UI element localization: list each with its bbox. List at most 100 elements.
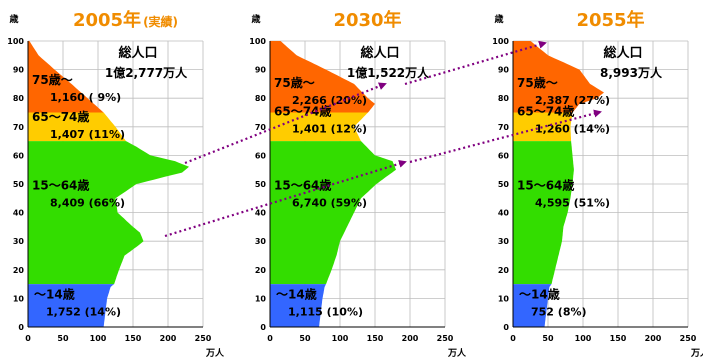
band-age_0_14	[270, 284, 326, 327]
y-unit-label: 歳	[8, 13, 18, 25]
band-age_65_74	[270, 112, 368, 142]
group-value-age_75_plus: 2,266 (20%)	[292, 94, 367, 107]
group-name-age_0_14: ～14歳	[519, 286, 560, 301]
y-tick-label: 40	[13, 209, 25, 218]
group-value-age_0_14: 1,115 (10%)	[288, 305, 363, 318]
chart-title: 2055年	[576, 9, 644, 31]
x-tick-label: 100	[332, 334, 349, 343]
chart-panel-1: 0 10 20 30 40 50 60 70 80 90 100 歳 0 50 100 150 200 250 万人…	[7, 9, 225, 359]
y-tick-label: 20	[255, 266, 267, 275]
cohort-shift-arrow	[164, 159, 407, 238]
group-name-age_65_74: 65～74歳	[274, 103, 331, 118]
y-unit-label: 歳	[493, 13, 503, 25]
y-tick-label: 0	[503, 323, 509, 332]
y-unit-label: 歳	[250, 13, 260, 25]
y-tick-label: 60	[498, 151, 510, 160]
x-tick-label: 0	[510, 334, 516, 343]
y-tick-label: 40	[255, 209, 267, 218]
x-unit-label: 万人	[690, 347, 703, 359]
chart-title: 2005年 (実績)	[73, 9, 178, 31]
y-tick-label: 70	[255, 123, 267, 132]
total-population-label: 総人口	[118, 45, 157, 61]
shift-arrows	[164, 40, 602, 238]
group-name-age_15_64: 15～64歳	[32, 178, 89, 193]
group-value-age_15_64: 8,409 (66%)	[50, 197, 125, 210]
y-tick-label: 50	[498, 180, 510, 189]
y-tick-label: 70	[498, 123, 510, 132]
chart-panel-3: 0 10 20 30 40 50 60 70 80 90 100 歳 0 50 100 150 200 250 万人…	[492, 9, 703, 359]
y-tick-label: 10	[498, 294, 510, 303]
y-tick-label: 10	[255, 294, 267, 303]
group-name-age_75_plus: 75歳～	[274, 75, 315, 90]
y-tick-label: 30	[13, 237, 25, 246]
y-tick-label: 70	[13, 123, 25, 132]
x-tick-label: 100	[575, 334, 592, 343]
group-name-age_0_14: ～14歳	[276, 286, 317, 301]
y-tick-label: 50	[13, 180, 25, 189]
total-population-label: 総人口	[603, 45, 642, 61]
cohort-shift-arrow	[184, 82, 387, 165]
band-age_15_64	[513, 141, 574, 285]
x-tick-label: 0	[25, 334, 31, 343]
group-value-age_15_64: 6,740 (59%)	[292, 197, 367, 210]
x-tick-label: 200	[645, 334, 662, 343]
band-age_15_64	[28, 141, 189, 285]
y-tick-label: 90	[13, 66, 25, 75]
y-tick-label: 20	[498, 266, 510, 275]
y-tick-label: 100	[7, 37, 24, 46]
group-value-age_75_plus: 1,160 ( 9%)	[50, 91, 121, 104]
y-tick-label: 30	[255, 237, 267, 246]
band-age_75_plus	[28, 41, 104, 113]
x-tick-label: 50	[542, 334, 554, 343]
group-name-age_0_14: ～14歳	[34, 286, 75, 301]
x-tick-label: 50	[57, 334, 69, 343]
total-population-value: 1億2,777万人	[105, 65, 188, 80]
x-tick-label: 150	[367, 334, 384, 343]
chart-title-main: 2005年	[73, 9, 141, 31]
x-tick-label: 250	[680, 334, 697, 343]
group-name-age_75_plus: 75歳～	[517, 75, 558, 90]
y-tick-label: 100	[492, 37, 509, 46]
x-tick-label: 0	[267, 334, 273, 343]
y-tick-label: 30	[498, 237, 510, 246]
y-tick-label: 100	[249, 37, 266, 46]
group-name-age_15_64: 15～64歳	[274, 178, 331, 193]
x-unit-label: 万人	[447, 347, 467, 359]
y-tick-label: 80	[255, 94, 267, 103]
chart-panel-2: 0 10 20 30 40 50 60 70 80 90 100 歳 0 50 100 150 200 250 万人…	[249, 9, 467, 359]
chart-title-main: 2030年	[333, 9, 401, 31]
total-population-value: 8,993万人	[600, 65, 663, 80]
band-age_65_74	[28, 112, 126, 142]
y-tick-label: 10	[13, 294, 25, 303]
cohort-shift-arrow	[404, 40, 547, 86]
y-tick-label: 90	[498, 66, 510, 75]
group-value-age_65_74: 1,407 (11%)	[50, 128, 125, 141]
group-value-age_15_64: 4,595 (51%)	[535, 197, 610, 210]
total-population-value: 1億1,522万人	[347, 65, 430, 80]
group-value-age_0_14: 752 (8%)	[531, 305, 587, 318]
band-age_0_14	[513, 284, 552, 327]
band-age_65_74	[513, 112, 573, 142]
y-tick-label: 80	[13, 94, 25, 103]
chart-subtitle: (実績)	[143, 14, 178, 29]
group-value-age_65_74: 1,401 (12%)	[292, 122, 367, 135]
group-name-age_65_74: 65～74歳	[32, 109, 89, 124]
x-tick-label: 150	[125, 334, 142, 343]
y-tick-label: 80	[498, 94, 510, 103]
band-age_75_plus	[270, 41, 375, 113]
x-unit-label: 万人	[205, 347, 225, 359]
group-value-age_75_plus: 2,387 (27%)	[535, 94, 610, 107]
x-tick-label: 100	[90, 334, 107, 343]
y-tick-label: 90	[255, 66, 267, 75]
x-tick-label: 250	[195, 334, 212, 343]
band-age_15_64	[270, 141, 396, 285]
group-name-age_75_plus: 75歳～	[32, 72, 73, 87]
group-name-age_15_64: 15～64歳	[517, 178, 574, 193]
y-tick-label: 20	[13, 266, 25, 275]
y-tick-label: 60	[255, 151, 267, 160]
band-age_0_14	[28, 284, 115, 327]
x-tick-label: 250	[437, 334, 454, 343]
y-tick-label: 60	[13, 151, 25, 160]
group-name-age_65_74: 65～74歳	[517, 103, 574, 118]
